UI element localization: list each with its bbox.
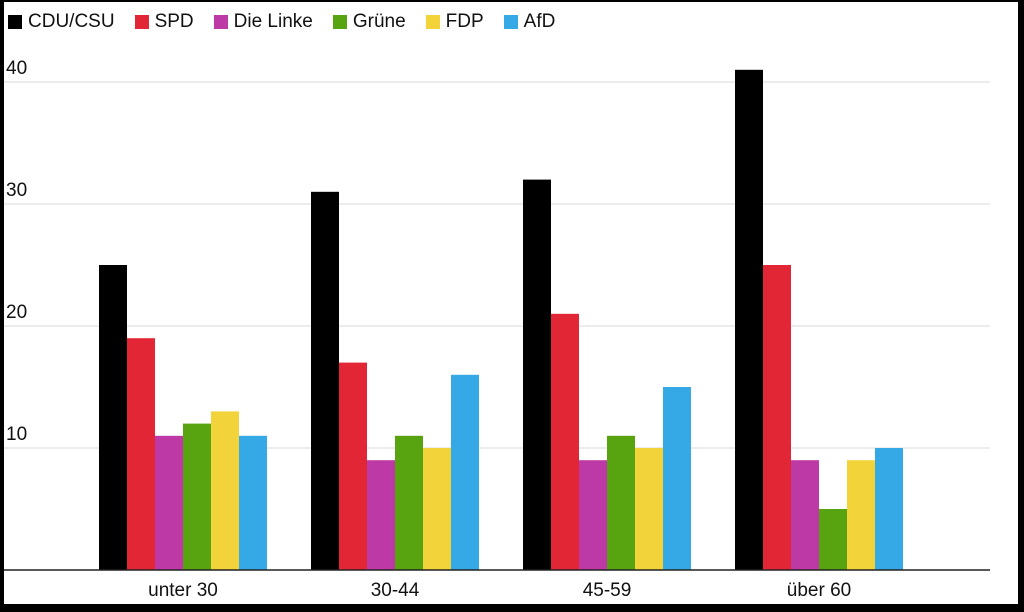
bar [155, 435, 183, 570]
legend: CDU/CSU SPD Die Linke Grüne FDP AfD [8, 10, 575, 34]
legend-item: Grüne [332, 11, 406, 33]
bar [395, 435, 423, 570]
bar [311, 191, 339, 571]
bar [551, 313, 579, 570]
bar [239, 435, 267, 570]
bar [875, 448, 903, 570]
x-tick-label: unter 30 [148, 580, 218, 601]
chart-frame: CDU/CSU SPD Die Linke Grüne FDP AfD 10 20 30 40 … [4, 2, 1018, 604]
legend-label: Grüne [352, 11, 406, 32]
bar [339, 362, 367, 570]
legend-swatch [213, 15, 228, 29]
x-tick-label: über 60 [787, 580, 851, 601]
x-tick-label: 30-44 [371, 580, 420, 601]
bar [791, 460, 819, 570]
bar [663, 387, 691, 570]
legend-item: FDP [425, 11, 484, 33]
legend-label: SPD [154, 11, 194, 32]
legend-item: CDU/CSU [8, 11, 115, 33]
y-tick-label: 40 [6, 58, 27, 79]
legend-label: FDP [445, 11, 484, 32]
legend-label: CDU/CSU [28, 11, 115, 32]
bar [763, 265, 791, 570]
bar [211, 411, 239, 570]
legend-swatch [425, 15, 440, 29]
bar [183, 423, 211, 570]
bar [635, 448, 663, 570]
bar [451, 374, 479, 570]
legend-swatch [134, 15, 149, 29]
bar [607, 435, 635, 570]
legend-swatch [8, 15, 22, 29]
bar [127, 338, 155, 570]
bar [523, 179, 551, 570]
legend-label: Die Linke [233, 11, 313, 32]
y-tick-label: 20 [6, 302, 27, 323]
bar [847, 460, 875, 570]
bars [99, 69, 903, 571]
bar-chart: 10 20 30 40 unter 30 30-44 45-59 über 60 [4, 58, 990, 601]
legend-swatch [503, 15, 518, 29]
bar [819, 509, 847, 570]
legend-item: SPD [134, 11, 194, 33]
y-tick-label: 10 [6, 424, 27, 445]
bar [423, 448, 451, 570]
bar [735, 69, 763, 571]
bar [99, 265, 127, 570]
bar [579, 460, 607, 570]
legend-swatch [332, 15, 347, 29]
legend-label: AfD [523, 11, 556, 32]
legend-item: Die Linke [213, 11, 313, 33]
legend-item: AfD [503, 11, 556, 33]
x-tick-label: 45-59 [583, 580, 632, 601]
bar [367, 460, 395, 570]
y-tick-label: 30 [6, 180, 27, 201]
x-axis: unter 30 30-44 45-59 über 60 [4, 569, 990, 601]
